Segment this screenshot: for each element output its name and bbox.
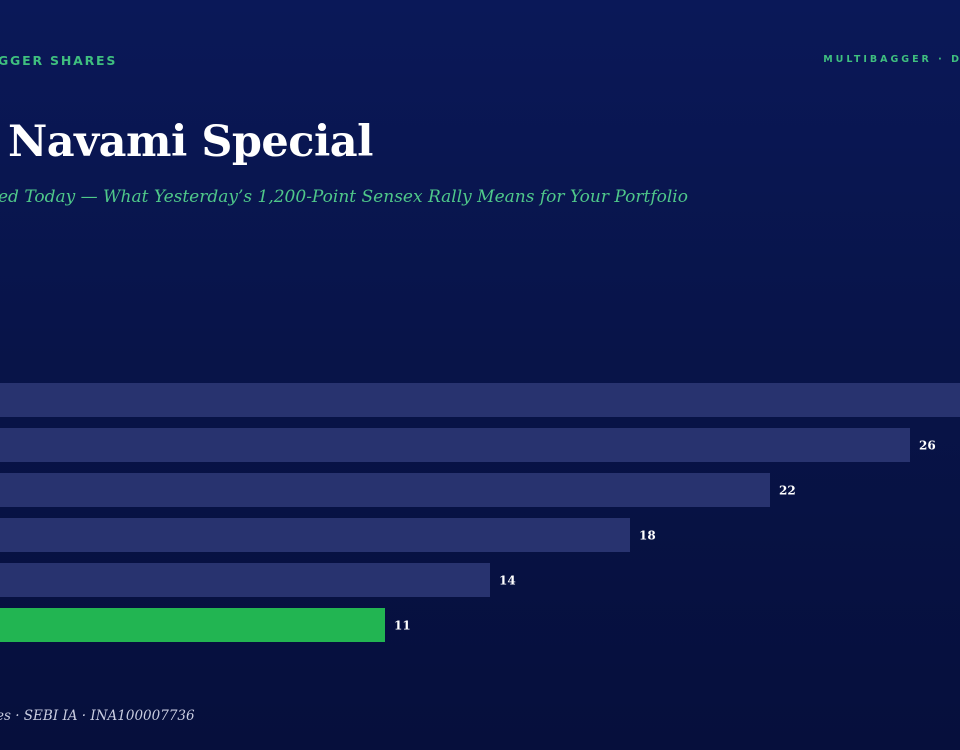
bar-3 <box>0 518 630 552</box>
bar-value-label-2: 22 <box>779 484 796 498</box>
page-subtitle: ed Today — What Yesterday’s 1,200-Point … <box>0 187 688 207</box>
bar-value-label-5: 11 <box>394 619 411 633</box>
bar-5 <box>0 608 385 642</box>
bar-1 <box>0 428 910 462</box>
bar-2 <box>0 473 770 507</box>
bar-value-label-1: 26 <box>919 439 936 453</box>
brand-right: MULTIBAGGER · D <box>823 54 960 65</box>
bar-value-label-4: 14 <box>499 574 516 588</box>
bar-value-label-3: 18 <box>639 529 656 543</box>
bar-4 <box>0 563 490 597</box>
bar-0 <box>0 383 960 417</box>
page-title: Navami Special <box>8 117 374 167</box>
brand-left: GGER SHARES <box>0 53 118 68</box>
footer-disclaimer: es · SEBI IA · INA100007736 <box>0 708 195 724</box>
